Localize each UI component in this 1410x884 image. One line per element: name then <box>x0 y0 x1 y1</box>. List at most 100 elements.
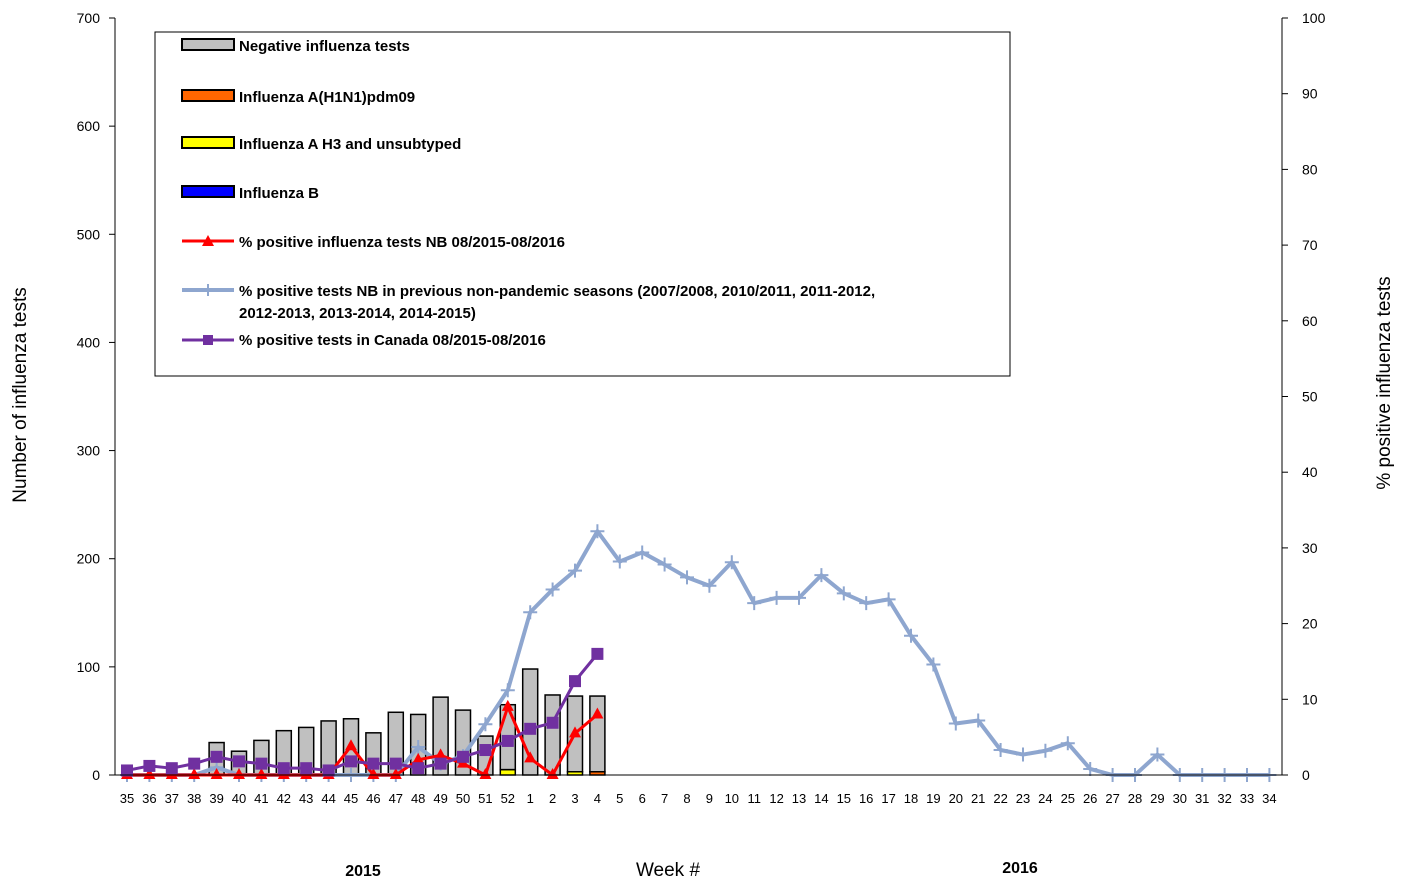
legend-swatch-h1n1 <box>181 89 235 102</box>
data-point <box>143 759 156 772</box>
x-tick-label: 51 <box>478 791 492 806</box>
y2-tick-label: 20 <box>1302 616 1318 632</box>
data-point <box>524 722 537 735</box>
data-point <box>500 683 515 698</box>
axes-layer: 0 100 200 300 400 500 600 700 0 10 20 30 40 50 60 70 80 9… <box>77 10 1326 806</box>
data-point <box>523 605 538 620</box>
data-point <box>993 743 1008 758</box>
year-label-2016: 2016 <box>1002 860 1038 877</box>
data-point <box>479 744 492 757</box>
data-point <box>121 764 133 777</box>
x-tick-label: 31 <box>1195 791 1209 806</box>
x-tick-label: 33 <box>1240 791 1254 806</box>
x-tick-label: 52 <box>501 791 515 806</box>
data-point <box>747 596 762 611</box>
legend-label-h3: Influenza A H3 and unsubtyped <box>239 136 461 153</box>
legend: Negative influenza tests Influenza A(H1N… <box>154 31 1011 377</box>
data-point <box>1150 747 1165 762</box>
legend-label-negative: Negative influenza tests <box>239 38 410 55</box>
data-point <box>568 563 582 578</box>
bar <box>589 695 606 773</box>
data-point <box>434 748 447 760</box>
data-point <box>367 757 380 770</box>
data-point <box>165 762 178 775</box>
legend-swatch-negative <box>181 38 235 51</box>
x-tick-label: 13 <box>792 791 806 806</box>
data-point <box>255 757 268 770</box>
data-point <box>411 739 426 754</box>
x-tick-label: 25 <box>1061 791 1075 806</box>
x-tick-label: 19 <box>926 791 940 806</box>
x-tick-label: 10 <box>725 791 739 806</box>
legend-marker-canada <box>203 335 213 345</box>
y-tick-label: 500 <box>77 226 101 242</box>
x-tick-label: 46 <box>366 791 380 806</box>
legend-swatch-h3 <box>181 136 235 149</box>
data-point <box>881 592 896 607</box>
x-tick-label: 6 <box>639 791 646 806</box>
x-tick-label: 42 <box>277 791 291 806</box>
x-tick-label: 48 <box>411 791 425 806</box>
legend-label-nb: % positive influenza tests NB 08/2015-08… <box>239 234 565 251</box>
x-tick-label: 4 <box>594 791 601 806</box>
x-tick-label: 43 <box>299 791 313 806</box>
data-point <box>724 555 739 570</box>
y-tick-label: 700 <box>77 10 101 26</box>
legend-marker-prev <box>202 284 214 296</box>
y2-tick-label: 90 <box>1302 86 1318 102</box>
x-tick-label: 49 <box>433 791 447 806</box>
data-point <box>479 768 492 779</box>
data-point <box>255 768 268 779</box>
legend-swatch-b <box>181 185 235 198</box>
x-tick-label: 29 <box>1150 791 1164 806</box>
x-tick-label: 16 <box>859 791 873 806</box>
x-tick-label: 44 <box>321 791 335 806</box>
x-tick-label: 27 <box>1105 791 1119 806</box>
data-point <box>657 557 672 572</box>
x-tick-label: 34 <box>1262 791 1276 806</box>
x-tick-label: 15 <box>837 791 851 806</box>
legend-label-canada: % positive tests in Canada 08/2015-08/20… <box>239 332 546 349</box>
data-point <box>300 762 313 775</box>
data-point <box>702 578 717 593</box>
x-tick-label: 21 <box>971 791 985 806</box>
y2-tick-label: 50 <box>1302 389 1318 405</box>
data-point <box>322 764 335 777</box>
data-point <box>277 762 290 775</box>
data-point <box>591 707 604 719</box>
data-point <box>367 768 380 779</box>
data-point <box>434 757 447 770</box>
data-point <box>792 590 806 605</box>
data-point <box>590 524 605 539</box>
legend-box <box>154 31 1011 377</box>
y2-tick-label: 60 <box>1302 313 1318 329</box>
data-point <box>210 750 223 763</box>
data-point <box>345 755 357 768</box>
data-point <box>569 675 581 688</box>
data-point <box>1038 743 1053 758</box>
data-point <box>859 596 874 611</box>
data-point <box>546 716 559 729</box>
y-tick-label: 0 <box>92 767 100 783</box>
data-point <box>478 717 493 732</box>
x-tick-label: 9 <box>706 791 713 806</box>
x-tick-label: 30 <box>1173 791 1187 806</box>
x-tick-label: 8 <box>683 791 690 806</box>
y2-tick-label: 70 <box>1302 237 1318 253</box>
legend-label-prev-1: % positive tests NB in previous non-pand… <box>239 283 875 300</box>
data-point <box>389 757 402 770</box>
data-point <box>814 568 829 583</box>
data-point <box>569 726 581 738</box>
x-tick-label: 50 <box>456 791 470 806</box>
y2-tick-label: 80 <box>1302 161 1318 177</box>
data-point <box>345 739 357 751</box>
x-tick-label: 26 <box>1083 791 1097 806</box>
data-point <box>1060 736 1075 751</box>
data-point <box>457 750 469 763</box>
y-axis-title: Number of influenza tests <box>10 287 31 502</box>
data-point <box>412 762 425 775</box>
y2-tick-label: 0 <box>1302 767 1310 783</box>
y2-tick-label: 40 <box>1302 464 1318 480</box>
x-tick-label: 18 <box>904 791 918 806</box>
